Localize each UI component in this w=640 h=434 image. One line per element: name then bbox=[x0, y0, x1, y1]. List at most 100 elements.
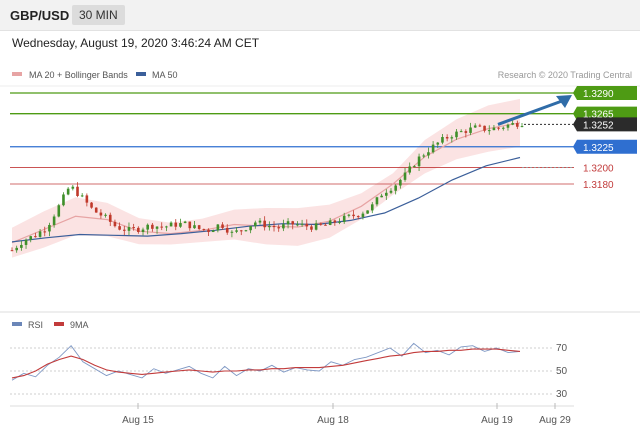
candle-body bbox=[286, 221, 290, 225]
candle-body bbox=[399, 179, 402, 186]
candle-body bbox=[324, 224, 327, 226]
candle-body bbox=[441, 137, 444, 143]
candle-body bbox=[464, 131, 468, 133]
candle-body bbox=[258, 220, 262, 223]
candle-body bbox=[506, 124, 510, 128]
candle-body bbox=[342, 215, 346, 222]
candle-body bbox=[85, 195, 89, 203]
candle-body bbox=[413, 166, 416, 168]
level-label-5: 1.3180 bbox=[583, 180, 614, 191]
candle-body bbox=[291, 221, 295, 225]
candle-body bbox=[24, 239, 28, 245]
timeframe-badge[interactable]: 30 MIN bbox=[72, 5, 125, 25]
chart-header: GBP/USD 30 MIN bbox=[0, 0, 640, 31]
candle-body bbox=[403, 172, 407, 180]
candle-body bbox=[310, 226, 313, 230]
candle-body bbox=[244, 230, 248, 232]
candle-body bbox=[99, 212, 103, 216]
candle-body bbox=[520, 126, 524, 128]
currency-pair: GBP/USD bbox=[10, 8, 70, 23]
candle-body bbox=[174, 222, 178, 227]
chart-legend: MA 20 + Bollinger Bands MA 50 Research ©… bbox=[12, 70, 632, 330]
rsi-tick-30: 30 bbox=[556, 389, 568, 400]
rsi-9ma-line bbox=[11, 348, 521, 379]
candle-body bbox=[146, 224, 149, 230]
candle-body bbox=[516, 123, 519, 127]
bollinger-band bbox=[12, 98, 520, 258]
candle-body bbox=[193, 225, 196, 229]
x-tick-label-3: Aug 29 bbox=[539, 415, 571, 426]
candle-body bbox=[71, 186, 75, 189]
candle-body bbox=[66, 188, 70, 195]
ma50-line bbox=[11, 156, 521, 243]
candle-body bbox=[34, 236, 37, 238]
candle-body bbox=[333, 220, 337, 223]
level-label-4: 1.3200 bbox=[583, 163, 614, 174]
candle-body bbox=[361, 213, 365, 217]
level-label-0: 1.3290 bbox=[583, 89, 614, 100]
candle-body bbox=[296, 224, 299, 226]
candle-body bbox=[389, 190, 393, 193]
candle-body bbox=[422, 155, 426, 157]
candle-body bbox=[57, 205, 61, 217]
candle-body bbox=[356, 216, 360, 218]
candle-body bbox=[347, 214, 351, 216]
legend-ma50-label: MA 50 bbox=[152, 70, 178, 80]
candle-body bbox=[94, 207, 98, 213]
level-label-3: 1.3225 bbox=[583, 143, 614, 154]
candle-body bbox=[487, 130, 491, 132]
legend-rsi-label: RSI bbox=[28, 320, 43, 330]
candle-body bbox=[155, 226, 159, 229]
ma20-line bbox=[11, 122, 521, 244]
x-tick-label-1: Aug 18 bbox=[317, 415, 349, 426]
candle-body bbox=[202, 228, 206, 230]
candle-body bbox=[300, 223, 304, 225]
candle-body bbox=[20, 244, 23, 248]
candle-body bbox=[394, 185, 397, 191]
candle-body bbox=[90, 202, 93, 208]
candle-body bbox=[408, 166, 412, 173]
candle-body bbox=[15, 247, 18, 251]
candle-body bbox=[497, 127, 500, 129]
candle-body bbox=[165, 226, 168, 228]
legend-ma20-swatch bbox=[12, 72, 22, 76]
forecast-arrow-head bbox=[556, 95, 572, 108]
candle-body bbox=[76, 186, 79, 196]
candle-body bbox=[338, 221, 341, 223]
candle-body bbox=[160, 226, 164, 228]
candle-body bbox=[455, 131, 458, 138]
candle-body bbox=[211, 230, 215, 233]
forecast-arrow-shaft bbox=[497, 99, 563, 126]
candle-body bbox=[263, 220, 266, 228]
candle-body bbox=[249, 226, 252, 231]
candle-body bbox=[104, 214, 107, 216]
candle-body bbox=[459, 131, 463, 133]
candle-body bbox=[511, 123, 514, 125]
candle-body bbox=[478, 125, 482, 127]
candle-body bbox=[118, 226, 121, 230]
level-tag-0 bbox=[573, 86, 637, 100]
rsi-tick-50: 50 bbox=[556, 366, 568, 377]
candle-body bbox=[450, 137, 454, 139]
candle-body bbox=[305, 223, 309, 227]
candle-body bbox=[380, 195, 383, 198]
bollinger-band-area bbox=[12, 98, 520, 258]
legend-9ma-label: 9MA bbox=[70, 320, 89, 330]
legend-ma50-swatch bbox=[136, 72, 146, 76]
candle-body bbox=[352, 214, 355, 217]
candle-body bbox=[328, 220, 332, 225]
candle-body bbox=[188, 221, 192, 229]
candle-body bbox=[366, 210, 369, 214]
legend-rsi-swatch bbox=[12, 322, 22, 326]
level-tag-3 bbox=[573, 139, 637, 154]
candle-body bbox=[62, 194, 65, 206]
candle-body bbox=[431, 144, 435, 153]
candle-body bbox=[169, 222, 173, 227]
candle-body bbox=[473, 125, 477, 128]
candle-body bbox=[113, 221, 117, 227]
x-tick-label-0: Aug 15 bbox=[122, 415, 154, 426]
x-axis: Aug 15 Aug 18 Aug 19 Aug 29 bbox=[122, 403, 571, 426]
candle-body bbox=[183, 221, 187, 224]
rsi-panel: 70 50 30 bbox=[10, 342, 568, 400]
